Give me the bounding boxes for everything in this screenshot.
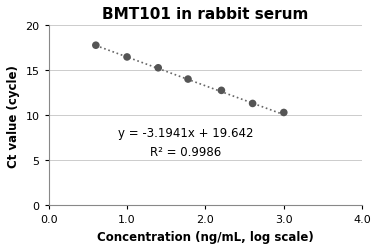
Point xyxy=(124,56,130,60)
Point xyxy=(93,44,99,48)
Text: y = -3.1941x + 19.642
R² = 0.9986: y = -3.1941x + 19.642 R² = 0.9986 xyxy=(118,127,254,159)
X-axis label: Concentration (ng/mL, log scale): Concentration (ng/mL, log scale) xyxy=(97,230,314,243)
Point xyxy=(249,102,256,106)
Point xyxy=(155,66,161,70)
Point xyxy=(185,78,191,82)
Point xyxy=(218,89,225,93)
Title: BMT101 in rabbit serum: BMT101 in rabbit serum xyxy=(102,7,308,22)
Y-axis label: Ct value (cycle): Ct value (cycle) xyxy=(7,64,20,167)
Point xyxy=(281,111,287,115)
